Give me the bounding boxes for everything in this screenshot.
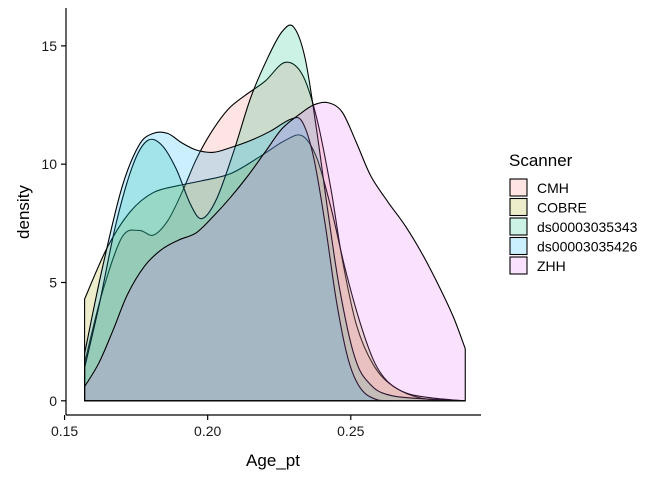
density-area-zhh bbox=[84, 101, 466, 402]
legend-label-cobre: COBRE bbox=[537, 200, 587, 216]
x-tick-label: 0.15 bbox=[51, 423, 78, 439]
y-tick-label: 5 bbox=[49, 274, 57, 290]
legend-label-zhh: ZHH bbox=[537, 258, 566, 274]
x-tick-label: 0.20 bbox=[194, 423, 221, 439]
legend-key-ds00003035426 bbox=[509, 236, 528, 256]
density-area-ds00003035426 bbox=[84, 116, 466, 402]
legend-label-cmh: CMH bbox=[537, 180, 569, 196]
legend-label-ds00003035426: ds00003035426 bbox=[537, 239, 638, 255]
density-area-cobre bbox=[84, 134, 466, 402]
legend-items: CMH COBRE ds00003035343 ds00003035426 ZHH bbox=[509, 178, 638, 275]
y-tick-label: 10 bbox=[41, 156, 57, 172]
density-area-ds00003035343 bbox=[84, 24, 466, 402]
plot-area bbox=[84, 24, 466, 402]
density-area-cmh bbox=[84, 61, 466, 402]
legend-title: Scanner bbox=[509, 151, 573, 170]
legend-key-cmh bbox=[509, 178, 528, 197]
legend-label-ds00003035343: ds00003035343 bbox=[537, 219, 638, 235]
legend-key-ds00003035343 bbox=[509, 217, 528, 236]
y-ticks: 0 5 10 15 bbox=[41, 38, 66, 409]
density-areas bbox=[84, 24, 466, 402]
x-ticks: 0.15 0.20 0.25 bbox=[51, 415, 365, 439]
legend-key-cobre bbox=[509, 197, 528, 217]
legend: Scanner CMH COBRE ds00003035343 ds000030354… bbox=[509, 151, 638, 275]
y-axis-title: density bbox=[14, 185, 33, 239]
y-tick-label: 0 bbox=[49, 393, 57, 409]
legend-key-zhh bbox=[509, 256, 528, 275]
y-tick-label: 15 bbox=[41, 38, 57, 54]
x-tick-label: 0.25 bbox=[337, 423, 364, 439]
x-axis-title: Age_pt bbox=[246, 451, 300, 470]
